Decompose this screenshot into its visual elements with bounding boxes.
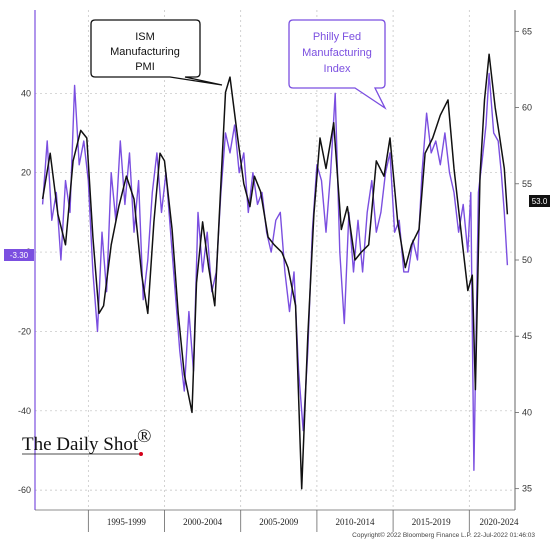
ism-pmi-line: [41, 53, 509, 490]
right-tick-label: 65: [522, 26, 532, 36]
daily-shot-logo: The Daily Shot ®: [22, 426, 151, 456]
brand-mark: ®: [137, 426, 151, 447]
philly-last-value-label: -3.30: [10, 251, 29, 260]
x-tick-label: 2015-2019: [412, 517, 451, 527]
philly-callout-line-3: Index: [324, 63, 351, 75]
ism-last-value-tag: 53.0: [529, 195, 550, 207]
x-tick-label: 1995-1999: [107, 517, 146, 527]
left-tick-label: 20: [21, 168, 31, 178]
philly-last-value-bg: [4, 249, 34, 261]
right-tick-label: 55: [522, 179, 532, 189]
philly-last-value-tag: -3.30: [4, 249, 34, 261]
right-tick-label: 50: [522, 255, 532, 265]
right-tick-label: 60: [522, 103, 532, 113]
brand-text: The Daily Shot: [22, 434, 139, 455]
copyright-text: Copyright© 2022 Bloomberg Finance L.P. 2…: [352, 531, 535, 539]
brand-dot: [139, 452, 143, 456]
x-tick-label: 2020-2024: [480, 517, 519, 527]
ism-callout-line-2: Manufacturing: [110, 46, 180, 58]
ism-callout: ISM Manufacturing PMI: [90, 19, 223, 86]
left-tick-label: -20: [18, 326, 31, 336]
ism-last-value-bg: [529, 195, 550, 207]
philly-callout-line-1: Philly Fed: [313, 31, 361, 43]
ism-last-value-label: 53.0: [532, 197, 548, 206]
right-tick-label: 45: [522, 331, 532, 341]
right-tick-label: 35: [522, 484, 532, 494]
philly-callout-box: [288, 19, 387, 110]
ism-callout-box: [90, 19, 223, 86]
philly-callout-line-2: Manufacturing: [302, 47, 372, 59]
x-tick-label: 2000-2004: [183, 517, 222, 527]
ism-callout-line-1: ISM: [135, 31, 155, 43]
left-tick-label: -60: [18, 485, 31, 495]
x-tick-label: 2005-2009: [259, 517, 298, 527]
left-tick-label: -40: [18, 406, 31, 416]
philly-fed-line: [41, 72, 509, 471]
series-layer: [41, 53, 509, 490]
right-axis-ticks: 65 60 55 50 45 40 35: [515, 26, 532, 494]
x-tick-label: 2010-2014: [336, 517, 375, 527]
left-tick-label: 40: [21, 88, 31, 98]
philly-callout: Philly Fed Manufacturing Index: [288, 19, 387, 110]
grid-lines: [35, 10, 515, 510]
x-axis: 1995-1999 2000-2004 2005-2009 2010-2014 2015…: [35, 509, 519, 532]
right-tick-label: 40: [522, 407, 532, 417]
ism-callout-line-3: PMI: [135, 61, 155, 73]
